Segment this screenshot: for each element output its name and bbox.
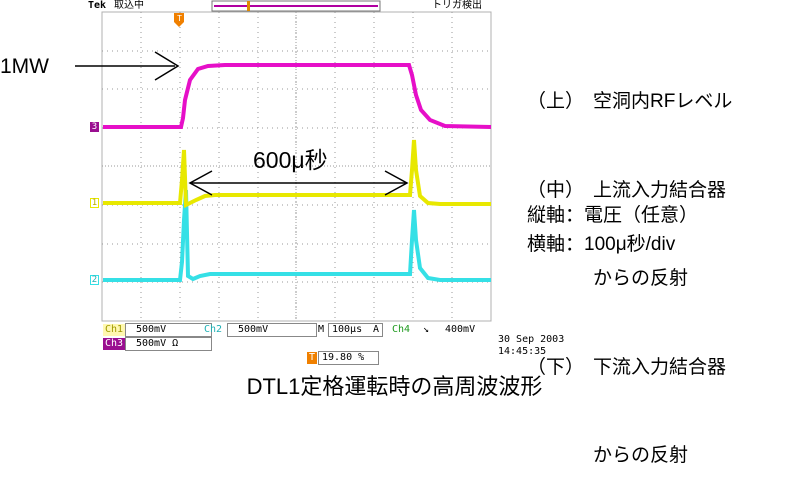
ch3-trace	[103, 63, 492, 129]
oscilloscope-screen	[75, 0, 492, 322]
horizontal-axis-note: 横軸：100μ秒/div	[527, 234, 676, 255]
ch2-ground-marker[interactable]: 2	[90, 275, 99, 285]
trigger-mode: A	[373, 324, 380, 335]
trace-legend: （上） 空洞内RFレベル （中） 上流入力結合器 からの反射 （下） 下流入力結合器 …	[527, 28, 732, 500]
capture-date: 30 Sep 2003	[498, 334, 565, 345]
vertical-axis-note: 縦軸：電圧（任意）	[527, 205, 699, 226]
ch2-trace	[103, 189, 491, 282]
trigger-position-value[interactable]: 19.80 %	[318, 351, 379, 365]
power-label: 1MW	[0, 55, 49, 78]
pulse-duration-label: 600μ秒	[253, 147, 328, 173]
acquire-status: 取込中	[114, 0, 144, 11]
ch1-scale[interactable]: 500mV	[125, 323, 212, 337]
legend-row: （下） 下流入力結合器	[527, 356, 727, 378]
trigger-position-icon	[174, 13, 184, 27]
legend-row: からの反射	[593, 445, 689, 466]
trigger-source: Ch4	[392, 324, 411, 335]
ch3-label: Ch3	[103, 338, 126, 350]
ch3-ground-marker[interactable]: 3	[90, 122, 99, 132]
duration-arrow-left-head	[188, 170, 213, 196]
brand-label: Tek	[88, 0, 107, 11]
timebase-value[interactable]: 100μs	[328, 323, 383, 337]
trigger-status: トリガ検出	[432, 0, 482, 11]
legend-row: （上） 空洞内RFレベル	[527, 91, 733, 112]
trigger-marker-label: T	[177, 14, 182, 23]
ch1-ground-marker[interactable]: 1	[90, 198, 99, 208]
ch2-scale[interactable]: 500mV	[227, 323, 317, 337]
record-view-trigger-mark	[247, 1, 250, 11]
power-arrow-head	[154, 51, 180, 81]
capture-time: 14:45:35	[498, 346, 547, 357]
trigger-position-marker: T	[307, 352, 317, 364]
ch2-label: Ch2	[204, 324, 223, 335]
ch3-scale[interactable]: 500mV Ω	[125, 337, 212, 351]
ch1-trace	[103, 139, 491, 209]
trigger-level[interactable]: 400mV	[445, 324, 476, 335]
timebase-label: M	[318, 324, 325, 335]
legend-row: （中） 上流入力結合器	[527, 179, 727, 201]
trigger-slope-icon: ↘	[423, 324, 430, 335]
duration-arrow-right-head	[384, 170, 409, 196]
scope-top-bar: Tek 取込中 トリガ検出	[88, 0, 490, 12]
legend-row: からの反射	[593, 268, 689, 289]
figure-caption: DTL1定格運転時の高周波波形	[246, 374, 543, 399]
ch1-label: Ch1	[103, 324, 126, 336]
